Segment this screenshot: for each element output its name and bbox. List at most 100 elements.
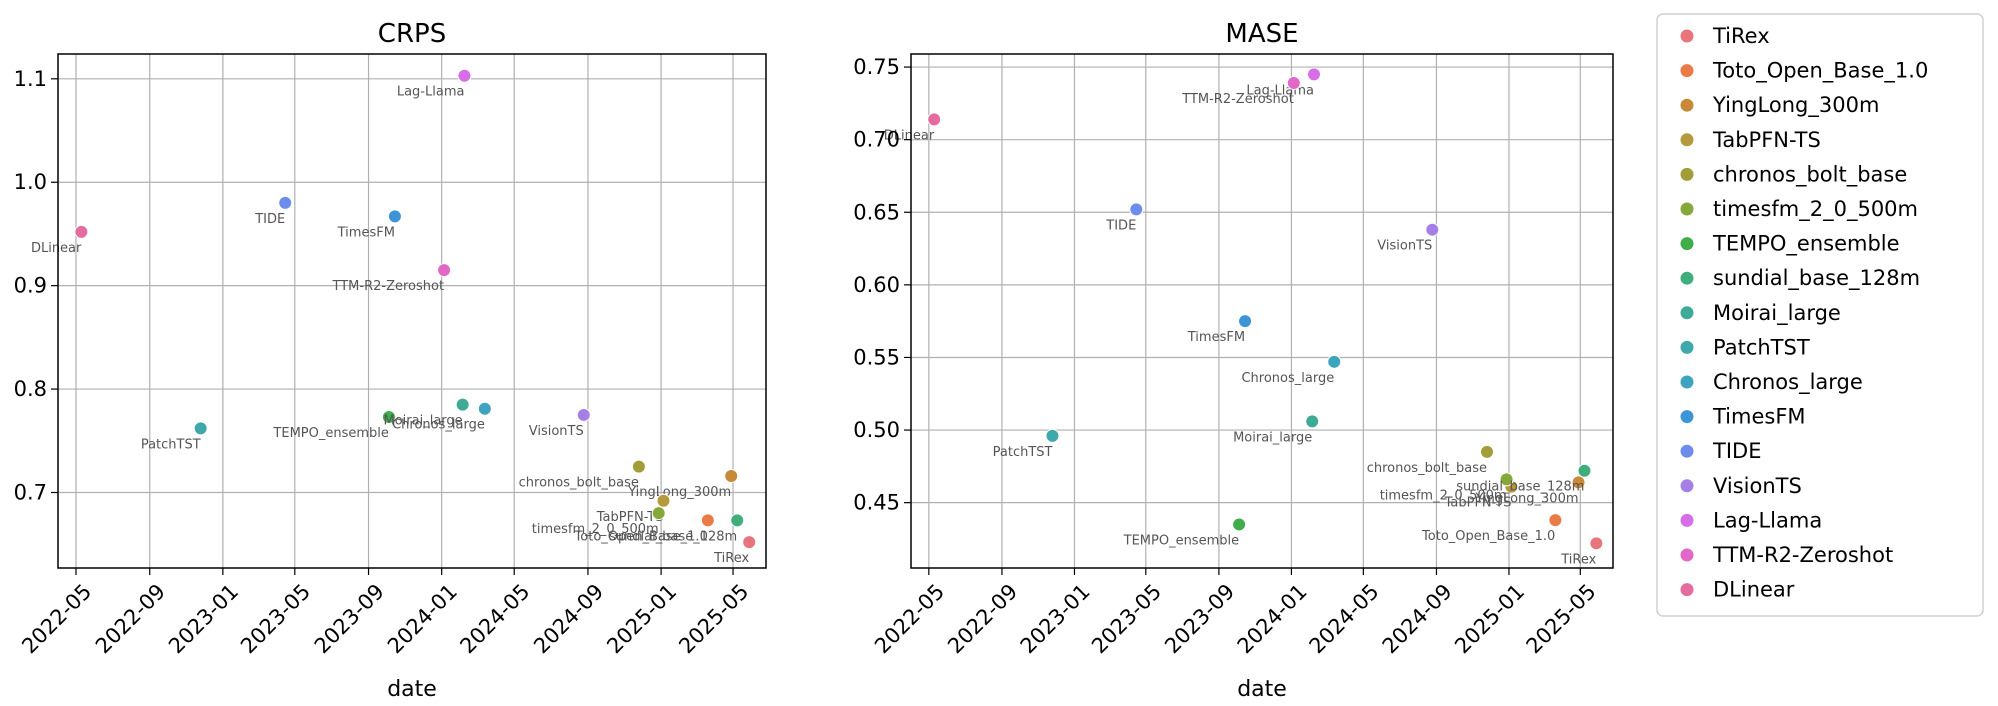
point-toto-open-base-1-0 [700,513,715,528]
legend-label: sundial_base_128m [1713,266,1920,291]
y-tick-label: 1.0 [14,170,47,194]
x-tick-label: 2024-01 [383,579,462,658]
annotation-patchtst: PatchTST [141,437,201,452]
point-ttm-r2-zeroshot [1286,76,1301,91]
legend-entry-toto-open-base-1-0: Toto_Open_Base_1.0 [1679,59,1928,84]
legend-entry-tabpfn-ts: TabPFN-TS [1679,128,1821,152]
x-axis: 2022-052022-092023-012023-052023-092024-… [870,568,1601,702]
point-chronos-large [477,401,492,416]
annotation-chronos-bolt-base: chronos_bolt_base [519,476,639,491]
annotation-visionts: VisionTS [1377,239,1432,254]
point-chronos-large [1327,354,1342,369]
annotation-dlinear: DLinear [31,241,82,256]
x-tick-label: 2025-01 [602,579,681,658]
y-axis: 0.45 0.50 0.55 0.60 0.65 0.70 0.75 [853,55,911,515]
legend-marker [1679,478,1695,494]
legend-entry-sundial-base-128m: sundial_base_128m [1679,266,1920,291]
y-tick-label: 0.7 [14,481,47,505]
legend-marker [1679,201,1695,217]
annotation-yinglong-300m: YingLong_300m [1474,491,1578,506]
point-patchtst [1045,428,1060,443]
legend-label: timesfm_2_0_500m [1713,197,1918,222]
annotation-yinglong-300m: YingLong_300m [627,485,731,500]
point-ttm-r2-zeroshot [437,263,452,278]
legend-label: TimesFM [1712,405,1806,429]
plot-frame [57,53,767,569]
y-tick-label: 0.60 [853,273,900,297]
legend-entry-chronos-bolt-base: chronos_bolt_base [1679,162,1907,187]
annotation-chronos-large: Chronos_large [1241,371,1334,386]
point-sundial-base-128m [730,513,745,528]
annotation-lag-llama: Lag-Llama [397,85,465,100]
legend-marker [1679,374,1695,390]
point-tide [1129,202,1144,217]
point-patchtst [193,421,208,436]
legend-entry-chronos-large: Chronos_large [1679,370,1863,395]
legend-label: Toto_Open_Base_1.0 [1712,59,1928,84]
annotation-tide: TIDE [1105,218,1136,233]
legend-marker [1679,97,1695,113]
annotation-tide: TIDE [254,212,285,227]
legend-frame [1656,13,1984,617]
legend-label: YingLong_300m [1712,93,1879,118]
annotation-moirai-large: Moirai_large [384,414,463,429]
grid [911,54,1613,568]
point-yinglong-300m [1571,475,1586,490]
x-tick-label: 2023-01 [1016,579,1095,658]
legend-entry-timesfm: TimesFM [1679,405,1806,429]
point-dlinear [74,224,89,239]
x-tick-label: 2024-01 [1233,579,1312,658]
legend-entry-tirex: TiRex [1679,24,1770,48]
y-tick-label: 0.55 [853,345,900,369]
point-moirai-large [455,397,470,412]
legend-label: VisionTS [1713,474,1802,498]
legend-entry-ttm-r2-zeroshot: TTM-R2-Zeroshot [1679,543,1893,567]
y-tick-label: 0.65 [853,200,900,224]
point-timesfm-2-0-500m [651,506,666,521]
legend-marker [1679,28,1695,44]
legend-entry-visionts: VisionTS [1679,474,1802,498]
annotation-patchtst: PatchTST [993,445,1053,460]
legend-label: DLinear [1713,578,1795,602]
x-tick-label: 2023-09 [310,579,389,658]
annotation-toto-open-base-1-0: Toto_Open_Base_1.0 [1421,529,1555,544]
annotation-moirai-large: Moirai_large [1233,430,1312,445]
legend: TiRex Toto_Open_Base_1.0 YingLong_300m TabP… [1656,13,1984,617]
point-sundial-base-128m [1577,463,1592,478]
annotation-chronos-bolt-base: chronos_bolt_base [1367,461,1487,476]
legend-marker [1679,132,1695,148]
x-tick-label: 2023-09 [1160,579,1239,658]
y-tick-label: 0.70 [853,128,900,152]
chart-title: MASE [1225,19,1298,49]
legend-label: Lag-Llama [1713,508,1822,532]
x-tick-label: 2023-05 [1087,579,1166,658]
annotation-timesfm-2-0-500m: timesfm_2_0_500m [532,522,659,537]
point-tabpfn-ts [656,493,671,508]
legend-marker [1679,443,1695,459]
legend-entry-tide: TIDE [1679,439,1761,463]
legend-marker [1679,63,1695,79]
legend-label: Chronos_large [1713,370,1863,395]
annotation-tempo-ensemble: TEMPO_ensemble [272,426,388,441]
annotation-tabpfn-ts: TabPFN-TS [1444,496,1512,511]
mase-chart: TiRex Toto_Open_Base_1.0 YingLong_300mTabP… [853,19,1614,702]
x-tick-label: 2024-05 [455,579,534,658]
y-tick-label: 0.75 [853,55,900,79]
legend-entry-patchtst: PatchTST [1679,335,1810,359]
y-tick-label: 1.1 [14,67,47,91]
legend-marker [1679,305,1695,321]
x-axis-label: date [1237,677,1287,702]
point-chronos-bolt-base [1479,444,1494,459]
legend-label: TEMPO_ensemble [1712,232,1900,257]
legend-entry-tempo-ensemble: TEMPO_ensemble [1679,232,1900,257]
annotation-timesfm: TimesFM [1187,330,1245,345]
legend-marker [1679,236,1695,252]
point-yinglong-300m [724,468,739,483]
annotation-toto-open-base-1-0: Toto_Open_Base_1.0 [574,529,708,544]
annotation-tirex: TiRex [713,551,749,566]
y-tick-label: 0.50 [853,418,900,442]
annotation-tabpfn-ts: TabPFN-TS [596,510,664,525]
annotation-dlinear: DLinear [884,128,935,143]
point-timesfm [1238,314,1253,329]
